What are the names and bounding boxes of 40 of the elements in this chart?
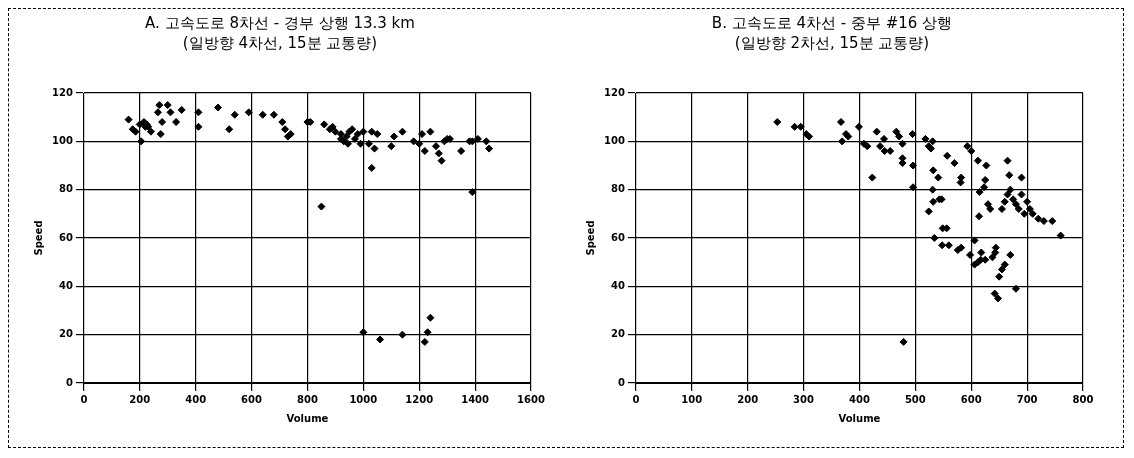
- chart-title: A. 고속도로 8차선 - 경부 상행 13.3 km: [145, 13, 415, 32]
- y-axis-title: Speed: [584, 220, 596, 256]
- x-tick-label: 400: [849, 393, 870, 405]
- x-tick-label: 500: [904, 393, 926, 405]
- y-tick-label: 40: [58, 279, 73, 291]
- chart-title: B. 고속도로 4차선 - 중부 #16 상행: [711, 13, 953, 32]
- y-tick-label: 20: [610, 328, 625, 340]
- y-tick-label: 100: [52, 134, 73, 146]
- y-tick-label: 120: [52, 86, 73, 98]
- x-tick-label: 600: [960, 393, 982, 405]
- x-tick-label: 600: [241, 393, 263, 405]
- x-tick-label: 0: [632, 393, 640, 405]
- y-tick-label: 120: [604, 86, 625, 98]
- chart-subtitle: (일방향 4차선, 15분 교통량): [182, 33, 378, 52]
- y-tick-label: 0: [65, 376, 73, 388]
- y-tick-label: 20: [58, 328, 73, 340]
- x-tick-label: 300: [793, 393, 815, 405]
- y-tick-label: 60: [58, 231, 73, 243]
- x-tick-label: 0: [80, 393, 88, 405]
- x-tick-label: 1400: [461, 393, 490, 405]
- x-tick-label: 1000: [349, 393, 378, 405]
- y-tick-label: 0: [617, 376, 625, 388]
- x-axis-title: Volume: [838, 412, 881, 424]
- x-tick-label: 700: [1016, 393, 1038, 405]
- x-tick-label: 1600: [517, 393, 545, 405]
- y-tick-label: 100: [604, 134, 625, 146]
- y-tick-label: 80: [58, 183, 73, 195]
- x-tick-label: 200: [737, 393, 759, 405]
- x-tick-label: 400: [185, 393, 207, 405]
- x-axis-title: Volume: [286, 412, 329, 424]
- x-tick-label: 200: [129, 393, 151, 405]
- y-tick-label: 60: [610, 231, 625, 243]
- x-tick-label: 800: [1072, 393, 1094, 405]
- x-tick-label: 1200: [405, 393, 434, 405]
- chart-subtitle: (일방향 2차선, 15분 교통량): [734, 33, 930, 52]
- y-tick-label: 40: [610, 279, 625, 291]
- y-tick-label: 80: [610, 183, 625, 195]
- x-tick-label: 100: [681, 393, 703, 405]
- y-axis-title: Speed: [32, 220, 44, 256]
- x-tick-label: 800: [297, 393, 318, 405]
